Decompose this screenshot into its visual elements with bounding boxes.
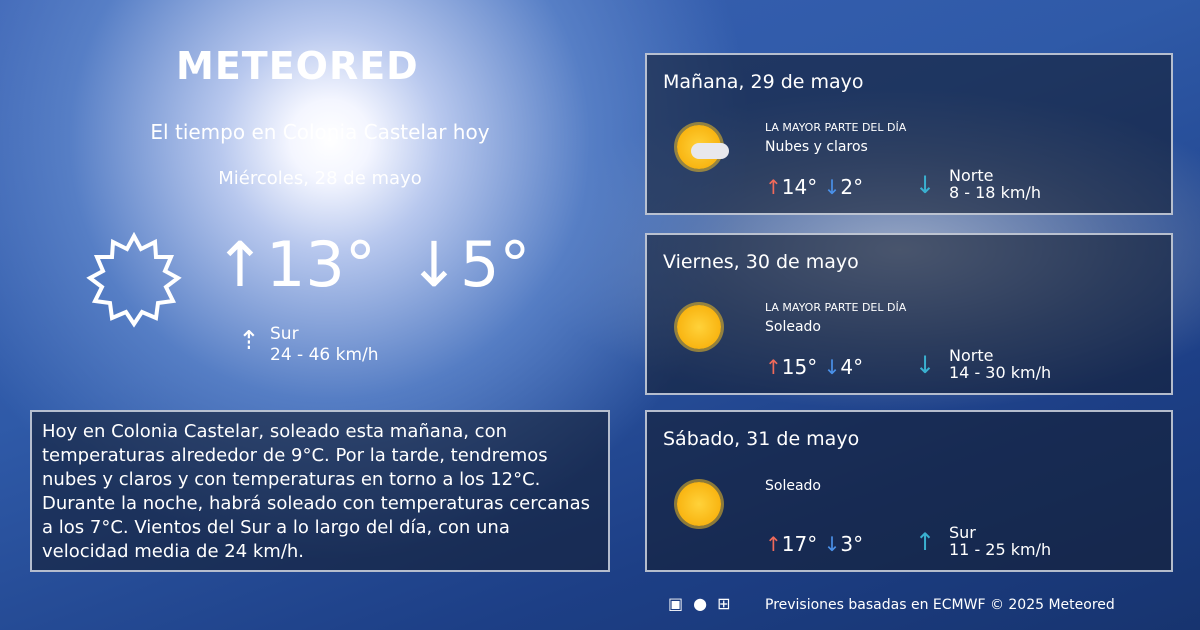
forecast-card[interactable]: Mañana, 29 de mayo LA MAYOR PARTE DEL DÍ… xyxy=(645,53,1173,215)
card-date: Mañana, 29 de mayo xyxy=(663,71,864,93)
card-label: LA MAYOR PARTE DEL DÍA xyxy=(765,301,907,314)
sun-icon xyxy=(677,305,721,349)
card-max: 15° xyxy=(781,355,818,379)
today-wind-speed: 24 - 46 km/h xyxy=(270,345,379,365)
forecast-summary: Hoy en Colonia Castelar, soleado esta ma… xyxy=(30,410,610,572)
card-min: 2° xyxy=(840,175,864,199)
today-max-temp: ↑13° xyxy=(214,228,376,301)
card-max: 14° xyxy=(781,175,818,199)
card-min: 3° xyxy=(840,532,864,556)
current-date: Miércoles, 28 de mayo xyxy=(218,168,422,189)
card-condition: Soleado xyxy=(765,319,821,335)
meteored-logo: METEORED xyxy=(176,44,419,88)
card-wind-dir: Norte xyxy=(949,346,994,365)
card-date: Viernes, 30 de mayo xyxy=(663,251,859,273)
android-icon[interactable]: ▣ xyxy=(668,594,694,613)
card-wind-dir: Sur xyxy=(949,523,976,542)
wind-icon: ⇡ xyxy=(238,326,260,356)
card-wind-speed: 14 - 30 km/h xyxy=(949,363,1052,382)
card-min: 4° xyxy=(840,355,864,379)
forecast-card[interactable]: Viernes, 30 de mayo LA MAYOR PARTE DEL D… xyxy=(645,233,1173,395)
card-condition: Nubes y claros xyxy=(765,139,868,155)
card-date: Sábado, 31 de mayo xyxy=(663,428,860,450)
sun-outline-icon xyxy=(86,232,182,328)
card-label: LA MAYOR PARTE DEL DÍA xyxy=(765,121,907,134)
today-min-temp: ↓5° xyxy=(408,228,531,301)
apple-icon[interactable]: ● xyxy=(693,594,718,613)
card-wind-dir: Norte xyxy=(949,166,994,185)
wind-icon: ↑ xyxy=(915,528,936,556)
wind-icon: ↓ xyxy=(915,171,936,199)
card-max: 17° xyxy=(781,532,818,556)
card-wind-speed: 8 - 18 km/h xyxy=(949,183,1041,202)
wind-icon: ↓ xyxy=(915,351,936,379)
card-condition: Soleado xyxy=(765,478,821,494)
sun-icon xyxy=(677,482,721,526)
windows-icon[interactable]: ⊞ xyxy=(717,594,741,613)
forecast-card[interactable]: Sábado, 31 de mayo Soleado ↑17° ↓3° ↑ Su… xyxy=(645,410,1173,572)
card-wind-speed: 11 - 25 km/h xyxy=(949,540,1052,559)
page-title: El tiempo en Colonia Castelar hoy xyxy=(150,120,490,144)
today-wind-dir: Sur xyxy=(270,324,299,344)
footer-credit: Previsiones basadas en ECMWF © 2025 Mete… xyxy=(765,597,1115,613)
